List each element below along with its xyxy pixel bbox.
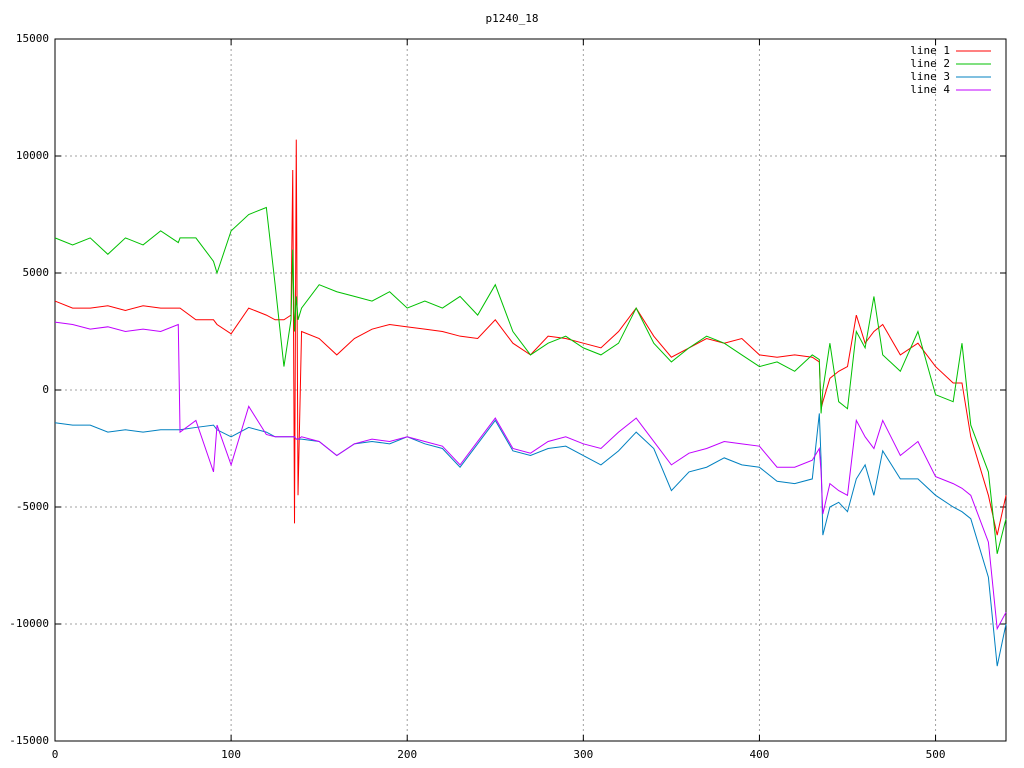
x-tick-label: 100 [221, 748, 241, 761]
x-tick-label: 500 [926, 748, 946, 761]
chart-title: p1240_18 [486, 12, 539, 25]
y-tick-label: 5000 [23, 266, 50, 279]
legend-label: line 2 [910, 57, 950, 70]
data-line [54, 321, 1007, 631]
y-tick-label: 10000 [16, 149, 49, 162]
legend-label: line 4 [910, 83, 950, 96]
data-line [54, 206, 1007, 554]
plot-frame [54, 38, 1007, 742]
x-tick-label: 0 [52, 748, 59, 761]
legend-label: line 3 [910, 70, 950, 83]
data-line [54, 413, 1007, 667]
y-tick-label: 15000 [16, 32, 49, 45]
x-tick-label: 400 [750, 748, 770, 761]
y-tick-label: -5000 [16, 500, 49, 513]
x-tick-label: 200 [397, 748, 417, 761]
y-tick-label: 0 [42, 383, 49, 396]
legend-label: line 1 [910, 44, 950, 57]
y-tick-label: -10000 [9, 617, 49, 630]
x-tick-label: 300 [573, 748, 593, 761]
y-tick-label: -15000 [9, 734, 49, 747]
